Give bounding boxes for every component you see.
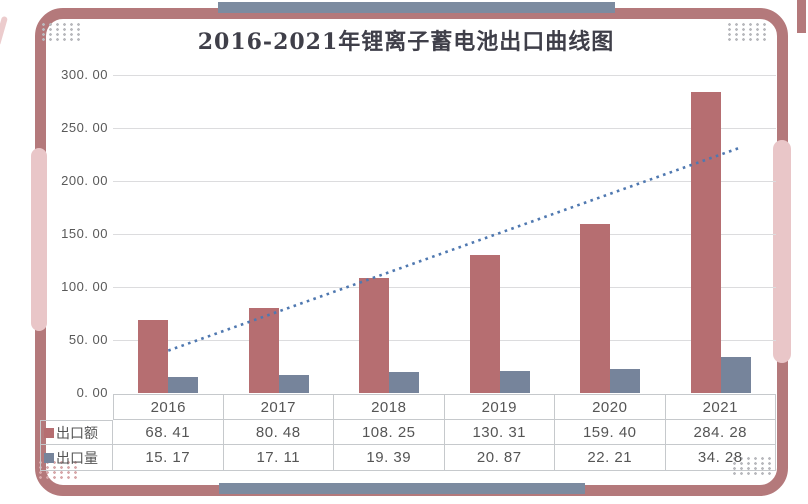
gridline-100: [113, 287, 776, 288]
bar-出口额-2016: [138, 320, 169, 393]
dot-grid-top-left: [40, 22, 81, 42]
table-year-header-2018: 2018: [334, 394, 445, 420]
table-cell-出口额-2020: 159. 40: [555, 420, 666, 445]
table-cell-出口额-2021: 284. 28: [665, 420, 776, 445]
legend-label: 出口额: [56, 424, 98, 441]
gridline-200: [113, 181, 776, 182]
table-year-header-2021: 2021: [665, 394, 776, 420]
bottom-accent-bar: [219, 483, 585, 494]
legend-cell-出口额: 出口额: [40, 420, 113, 445]
bar-出口额-2021: [690, 91, 721, 393]
table-year-header-2019: 2019: [444, 394, 555, 420]
dot-grid-top-right: [726, 22, 767, 42]
bar-出口量-2019: [499, 370, 530, 393]
table-cell-出口量-2017: 17. 11: [223, 445, 334, 471]
legend-label: 出口量: [56, 449, 98, 466]
y-axis-label-150: 150. 00: [61, 226, 108, 241]
table-year-header-2017: 2017: [223, 394, 334, 420]
y-axis-label-300: 300. 00: [61, 67, 108, 82]
bar-出口额-2017: [248, 307, 279, 393]
y-axis-label-100: 100. 00: [61, 279, 108, 294]
table-year-header-2016: 2016: [113, 394, 224, 420]
gridline-300: [113, 75, 776, 76]
top-accent-bar: [218, 2, 615, 13]
table-cell-出口量-2020: 22. 21: [555, 445, 666, 471]
bar-出口量-2016: [168, 376, 199, 393]
table-cell-出口量-2016: 15. 17: [113, 445, 224, 471]
dot-grid-bottom-right: [731, 456, 772, 476]
bar-出口额-2018: [359, 278, 390, 393]
bar-出口量-2018: [389, 372, 420, 393]
y-axis-label-200: 200. 00: [61, 173, 108, 188]
bar-出口量-2020: [610, 369, 641, 393]
table-cell-出口量-2021: 34. 28: [665, 445, 776, 471]
bar-出口额-2020: [580, 224, 611, 393]
table-cell-出口额-2018: 108. 25: [334, 420, 445, 445]
gridline-250: [113, 128, 776, 129]
bar-出口量-2021: [720, 356, 751, 393]
y-axis-label-250: 250. 00: [61, 120, 108, 135]
table-cell-出口额-2019: 130. 31: [444, 420, 555, 445]
legend-swatch-出口量: [44, 452, 54, 463]
legend-cell-出口量: 出口量: [40, 445, 113, 471]
legend-swatch-出口额: [44, 427, 54, 438]
bar-出口量-2017: [278, 374, 309, 393]
table-year-header-2020: 2020: [555, 394, 666, 420]
left-pink-capsule: [31, 148, 47, 331]
chart-title: 2016-2021年锂离子蓄电池出口曲线图: [197, 29, 615, 55]
table-cell-出口量-2019: 20. 87: [444, 445, 555, 471]
gridline-150: [113, 234, 776, 235]
right-pink-capsule: [773, 140, 791, 363]
left-edge-mark: [0, 15, 9, 47]
y-axis-label-50: 50. 00: [68, 332, 108, 347]
table-corner-blank: [40, 394, 113, 420]
y-axis-label-0: 0. 00: [76, 385, 108, 400]
right-edge-mark: [797, 0, 806, 33]
table-cell-出口量-2018: 19. 39: [334, 445, 445, 471]
data-table: 2016 2017 2018 2019 2020 2021 出口额 68. 41 80. 48 1…: [40, 394, 776, 471]
table-cell-出口额-2017: 80. 48: [223, 420, 334, 445]
bar-出口额-2019: [469, 254, 500, 393]
gridline-50: [113, 340, 776, 341]
table-cell-出口额-2016: 68. 41: [113, 420, 224, 445]
